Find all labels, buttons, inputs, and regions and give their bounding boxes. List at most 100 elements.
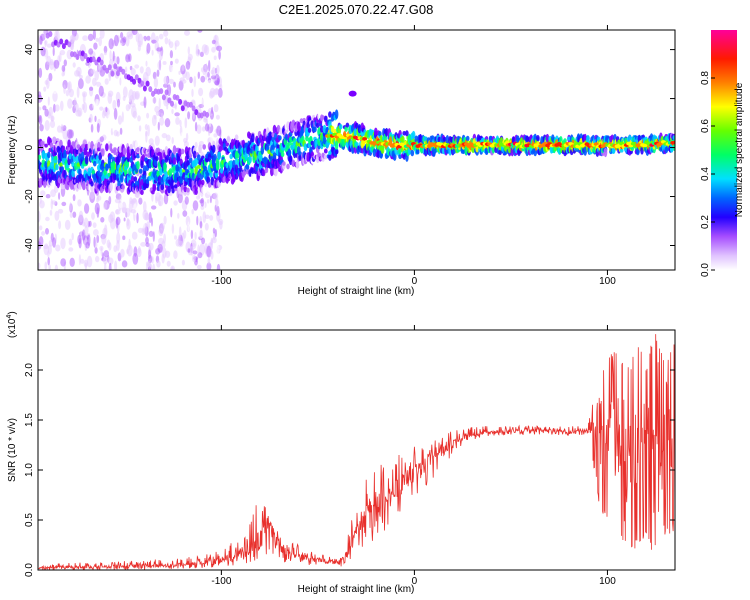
heatmap-cell: [148, 230, 154, 237]
heatmap-cell: [137, 115, 141, 122]
heatmap-cell: [80, 258, 85, 264]
heatmap-cell: [215, 163, 220, 170]
heatmap-cell: [102, 64, 107, 71]
heatmap-cell: [101, 233, 107, 245]
heatmap-cell: [238, 167, 243, 173]
heatmap-cell: [197, 154, 201, 161]
heatmap-cell: [44, 120, 50, 131]
heatmap-cell: [90, 181, 94, 187]
heatmap-cell: [207, 182, 212, 188]
heatmap-cell: [175, 124, 181, 130]
heatmap-cell: [84, 225, 89, 236]
heatmap-cell: [213, 133, 218, 138]
heatmap-cell: [465, 135, 470, 142]
heatmap-cell: [157, 175, 162, 186]
heatmap-cell: [108, 242, 112, 251]
heatmap-cell: [76, 86, 80, 99]
spectrogram-panel: -100 0 100 -40 -20 0 20 40 Height of straight …: [7, 25, 676, 297]
heatmap-cell: [189, 76, 193, 84]
heatmap-cell: [72, 62, 76, 68]
heatmap-cell: [563, 138, 567, 144]
heatmap-cell: [190, 245, 194, 256]
heatmap-cell: [67, 41, 72, 48]
heatmap-cell: [59, 49, 66, 56]
heatmap-cell: [130, 68, 136, 76]
heatmap-cell: [168, 78, 174, 85]
heatmap-cell: [113, 129, 119, 137]
heatmap-cell: [78, 182, 82, 190]
heatmap-cell: [118, 145, 123, 153]
heatmap-cell: [68, 153, 73, 160]
heatmap-cell: [220, 168, 224, 174]
heatmap-cell: [38, 67, 43, 78]
heatmap-cell: [355, 142, 359, 147]
heatmap-cell: [94, 143, 98, 152]
heatmap-cell: [211, 185, 215, 195]
heatmap-cell: [191, 172, 196, 181]
heatmap-cell: [128, 238, 131, 251]
heatmap-cell: [75, 54, 80, 60]
heatmap-cell: [214, 80, 220, 86]
heatmap-cell: [218, 50, 221, 60]
heatmap-cell: [401, 135, 405, 144]
heatmap-cell: [76, 144, 81, 149]
heatmap-cell: [187, 111, 191, 120]
heatmap-cell: [136, 212, 139, 224]
heatmap-cell: [70, 144, 74, 155]
heatmap-cell: [163, 193, 169, 205]
heatmap-cell: [138, 33, 143, 46]
heatmap-cell: [328, 153, 332, 161]
heatmap-cell: [114, 260, 118, 270]
heatmap-cell: [328, 111, 332, 118]
heatmap-cell: [274, 169, 278, 177]
heatmap-cell: [125, 35, 130, 47]
heatmap-cell: [151, 192, 154, 202]
heatmap-cell: [205, 73, 208, 80]
heatmap-cell: [204, 201, 207, 208]
heatmap-cell: [55, 164, 59, 171]
heatmap-cell: [181, 63, 185, 72]
heatmap-cell: [139, 66, 144, 74]
heatmap-cell: [122, 147, 127, 156]
heatmap-cell: [137, 44, 141, 52]
heatmap-cell: [180, 105, 185, 112]
heatmap-cell: [249, 148, 254, 154]
heatmap-cell: [104, 224, 108, 237]
heatmap-cell: [128, 89, 134, 101]
heatmap-cell: [619, 148, 624, 153]
heatmap-cell: [95, 241, 98, 249]
heatmap-cell: [104, 262, 107, 270]
heatmap-cell: [174, 235, 177, 240]
heatmap-cell: [47, 96, 50, 106]
heatmap-cell: [82, 92, 86, 104]
heatmap-cell: [151, 205, 157, 210]
heatmap-cell: [59, 38, 64, 45]
heatmap-cell: [94, 70, 99, 81]
heatmap-cell: [119, 77, 122, 86]
heatmap-cell: [122, 95, 126, 102]
heatmap-cell: [290, 144, 294, 150]
heatmap-cell: [85, 75, 91, 84]
heatmap-cell: [217, 87, 223, 98]
snr-y-tick-label: 0.5: [24, 513, 35, 527]
heatmap-cell: [179, 168, 183, 178]
heatmap-cell: [169, 50, 173, 59]
heatmap-cell: [334, 109, 339, 120]
heatmap-cell: [360, 146, 365, 154]
heatmap-cell: [52, 237, 56, 248]
heatmap-cell: [82, 35, 88, 41]
heatmap-cell: [164, 89, 169, 96]
heatmap-cell: [83, 217, 89, 228]
heatmap-cell: [178, 70, 181, 75]
heatmap-cell: [159, 116, 165, 126]
heatmap-cell: [164, 250, 171, 258]
heatmap-cell: [53, 155, 58, 161]
heatmap-cell: [155, 111, 161, 116]
heatmap-cell: [330, 125, 335, 133]
heatmap-cell: [264, 167, 269, 174]
heatmap-cell: [192, 255, 197, 263]
heatmap-cell: [40, 46, 46, 57]
heatmap-cell: [69, 212, 73, 218]
heatmap-cell: [163, 76, 169, 85]
